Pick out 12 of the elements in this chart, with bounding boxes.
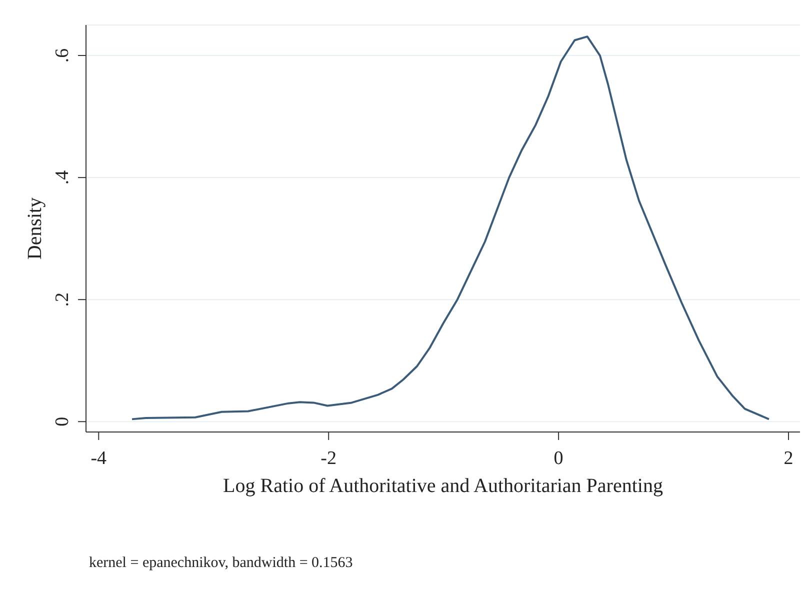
x-tick-label: -2 (320, 448, 337, 469)
y-tick-label: 0 (52, 416, 73, 426)
line-series (130, 36, 770, 420)
y-tick-label: .6 (52, 48, 73, 63)
y-tick-label: .2 (52, 292, 73, 307)
x-tick-label: 2 (784, 448, 794, 469)
x-tick-label: -4 (90, 448, 108, 469)
y-tick-label: .4 (52, 170, 73, 185)
x-tick-label: 0 (554, 448, 564, 469)
text: kernel = epanechnikov, bandwidth = 0.1563 (89, 555, 353, 572)
y-axis-title: Density (24, 197, 46, 260)
x-axis-title: Log Ratio of Authoritative and Authoritarian Parenting (223, 475, 663, 497)
